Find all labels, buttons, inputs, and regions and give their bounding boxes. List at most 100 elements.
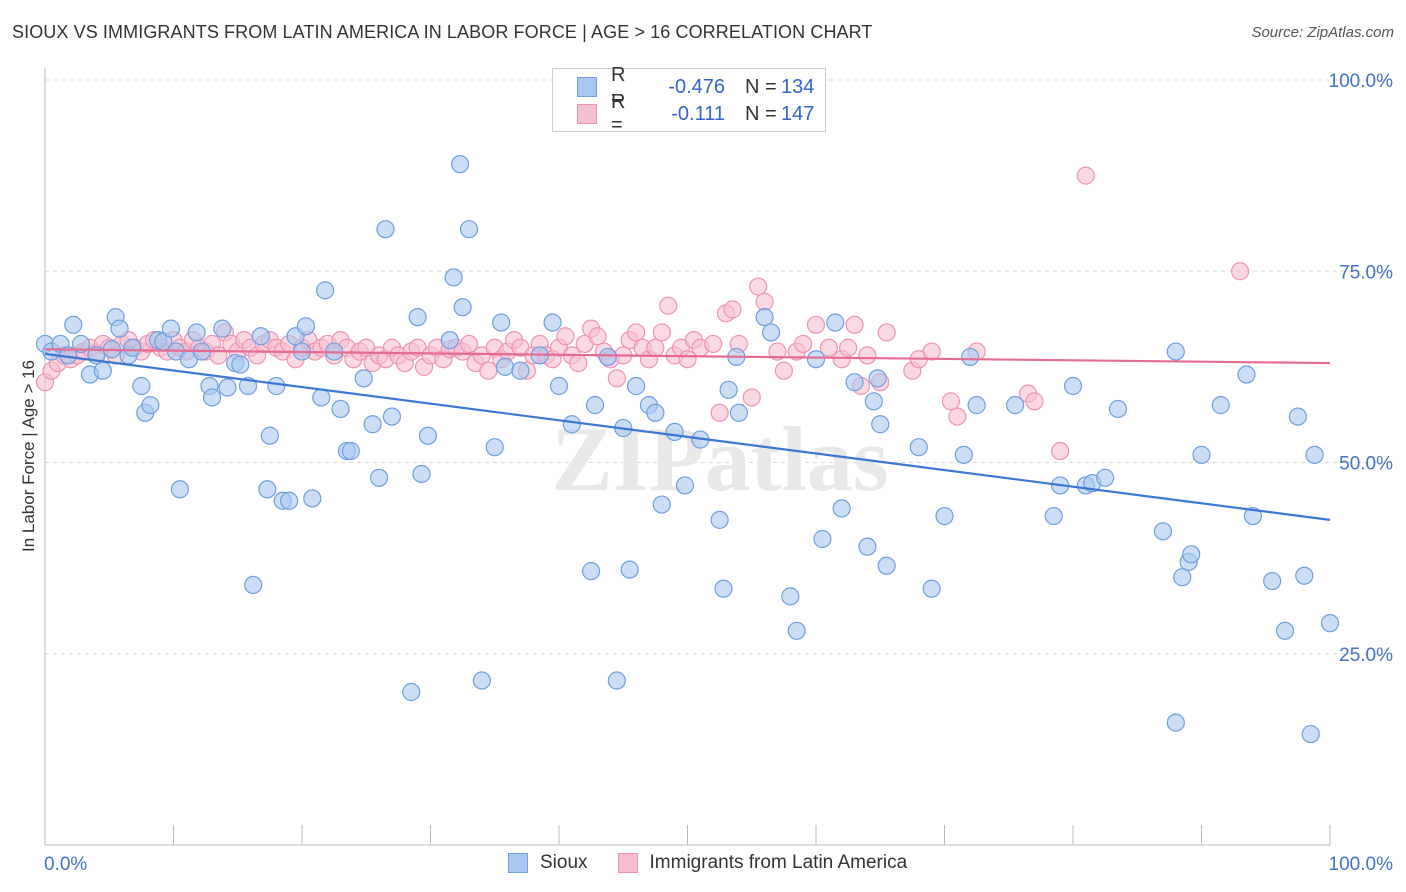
data-point bbox=[556, 327, 575, 346]
data-point bbox=[472, 671, 491, 690]
data-point bbox=[714, 579, 733, 598]
data-point bbox=[1051, 441, 1070, 461]
watermark: ZIPatlas bbox=[551, 408, 888, 510]
legend-r-label: R = bbox=[611, 64, 626, 109]
data-point bbox=[582, 562, 601, 581]
data-point bbox=[1211, 396, 1230, 415]
data-point bbox=[749, 277, 768, 296]
data-point bbox=[922, 342, 941, 361]
data-point bbox=[819, 338, 838, 357]
data-point bbox=[845, 373, 864, 392]
data-point bbox=[418, 426, 438, 445]
legend-box: R = -0.476 N = 134 R = -0.111 N = 147 bbox=[552, 64, 826, 136]
data-point bbox=[1288, 407, 1307, 426]
data-point bbox=[626, 323, 646, 342]
series-sioux-points bbox=[35, 155, 1340, 744]
data-point bbox=[1025, 392, 1044, 411]
data-point bbox=[607, 369, 626, 388]
bottom-legend-sioux: Sioux bbox=[508, 852, 588, 874]
data-point bbox=[459, 220, 479, 239]
data-point bbox=[1301, 724, 1320, 744]
x-tick-label: 0.0% bbox=[44, 854, 87, 875]
data-point bbox=[1320, 614, 1340, 633]
grid-lines bbox=[45, 79, 1392, 655]
data-point bbox=[303, 489, 322, 508]
data-point bbox=[376, 220, 395, 239]
data-point bbox=[1166, 713, 1185, 732]
legend-n-value: 134 bbox=[781, 75, 815, 98]
data-point bbox=[280, 491, 299, 510]
data-point bbox=[719, 380, 738, 399]
chart-source: Source: ZipAtlas.com bbox=[1251, 24, 1394, 41]
data-point bbox=[316, 281, 335, 300]
data-point bbox=[1108, 399, 1128, 419]
data-point bbox=[826, 313, 845, 332]
data-point bbox=[1044, 506, 1063, 526]
data-point bbox=[562, 415, 581, 434]
data-point bbox=[922, 579, 941, 598]
data-point bbox=[267, 376, 286, 396]
data-point bbox=[954, 445, 973, 464]
data-point bbox=[363, 415, 382, 434]
data-point bbox=[370, 468, 389, 487]
data-point bbox=[877, 323, 896, 342]
data-point bbox=[813, 529, 832, 549]
y-tick-label: 100.0% bbox=[1329, 71, 1394, 92]
legend-r-value: -0.476 bbox=[668, 75, 725, 98]
data-point bbox=[704, 334, 723, 354]
data-point bbox=[1305, 445, 1324, 464]
data-point bbox=[794, 334, 813, 354]
data-point bbox=[1006, 396, 1025, 415]
data-point bbox=[941, 392, 961, 411]
data-point bbox=[187, 323, 206, 342]
data-point bbox=[868, 369, 887, 388]
data-point bbox=[141, 396, 160, 415]
data-point bbox=[620, 560, 639, 579]
data-point bbox=[218, 378, 237, 397]
y-axis-label: In Labor Force | Age > 16 bbox=[19, 360, 38, 552]
trend-line-latin bbox=[44, 348, 1331, 365]
data-point bbox=[871, 415, 890, 434]
data-point bbox=[231, 355, 250, 374]
data-point bbox=[1096, 468, 1115, 487]
data-point bbox=[646, 338, 665, 357]
data-point bbox=[607, 671, 626, 690]
data-point bbox=[444, 268, 463, 287]
data-point bbox=[549, 376, 569, 396]
data-point bbox=[64, 315, 83, 334]
data-point bbox=[761, 323, 781, 342]
data-point bbox=[729, 403, 749, 422]
data-point bbox=[251, 327, 270, 346]
data-point bbox=[244, 575, 263, 595]
data-point bbox=[710, 510, 729, 529]
data-point bbox=[652, 323, 671, 342]
bottom-legend-label-latin: Immigrants from Latin America bbox=[649, 852, 908, 873]
bottom-legend-swatch-latin bbox=[617, 853, 638, 873]
bottom-legend: Sioux Immigrants from Latin America bbox=[508, 852, 937, 874]
tick-labels: 25.0% 50.0% 75.0% 100.0% 0.0% 100.0% bbox=[44, 71, 1393, 875]
data-point bbox=[909, 438, 928, 457]
data-point bbox=[202, 388, 222, 407]
data-point bbox=[832, 499, 851, 518]
data-point bbox=[585, 396, 605, 415]
legend-n-label: N = bbox=[745, 75, 777, 98]
data-point bbox=[170, 480, 190, 499]
legend-n-label: N = bbox=[745, 102, 777, 125]
data-point bbox=[260, 426, 279, 445]
x-tick-label: 100.0% bbox=[1329, 854, 1394, 875]
data-point bbox=[123, 338, 142, 357]
data-point bbox=[858, 537, 877, 556]
data-point bbox=[485, 438, 504, 457]
data-point bbox=[1153, 522, 1173, 541]
data-point bbox=[864, 392, 883, 411]
data-point bbox=[331, 399, 350, 419]
data-point bbox=[678, 350, 697, 369]
data-point bbox=[935, 506, 954, 526]
data-point bbox=[1230, 262, 1250, 281]
data-point bbox=[967, 396, 986, 415]
data-point bbox=[492, 313, 511, 332]
data-point bbox=[665, 422, 684, 441]
data-point bbox=[845, 315, 864, 334]
data-point bbox=[1237, 365, 1256, 384]
